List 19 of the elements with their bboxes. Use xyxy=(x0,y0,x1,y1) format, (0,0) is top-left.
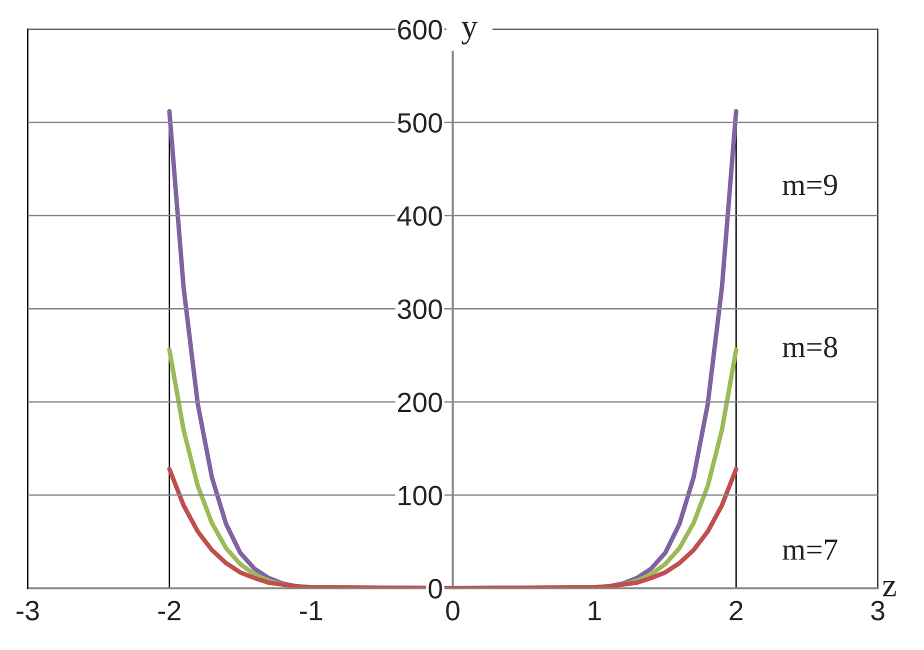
y-tick-label: 400 xyxy=(397,206,442,226)
y-tick-label: 500 xyxy=(398,113,442,133)
series-label: m=9 xyxy=(782,174,837,196)
x-axis-title: z xyxy=(882,580,896,596)
x-tick-label: 3 xyxy=(871,600,884,620)
y-tick-label: 600 xyxy=(398,20,442,40)
series-label: m=8 xyxy=(782,336,838,358)
x-tick-label: -1 xyxy=(300,601,322,620)
y-tick-label: 300 xyxy=(398,299,442,320)
y-tick-label: 100 xyxy=(398,486,442,506)
x-tick-label: 0 xyxy=(446,600,460,620)
y-axis-title: y xyxy=(462,22,478,44)
text: m=7 xyxy=(782,540,838,560)
x-tick-label: -3 xyxy=(16,600,39,620)
y-tick-label: 0 xyxy=(428,578,442,599)
y-tick-label: 200 xyxy=(398,392,442,412)
x-tick-label: -2 xyxy=(158,600,180,620)
x-tick-label: 1 xyxy=(588,601,601,620)
x-tick-label: 2 xyxy=(730,600,742,620)
